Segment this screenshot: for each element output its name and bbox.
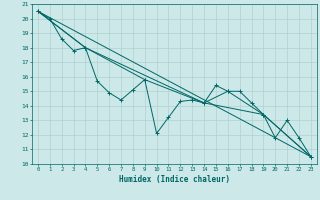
X-axis label: Humidex (Indice chaleur): Humidex (Indice chaleur) xyxy=(119,175,230,184)
